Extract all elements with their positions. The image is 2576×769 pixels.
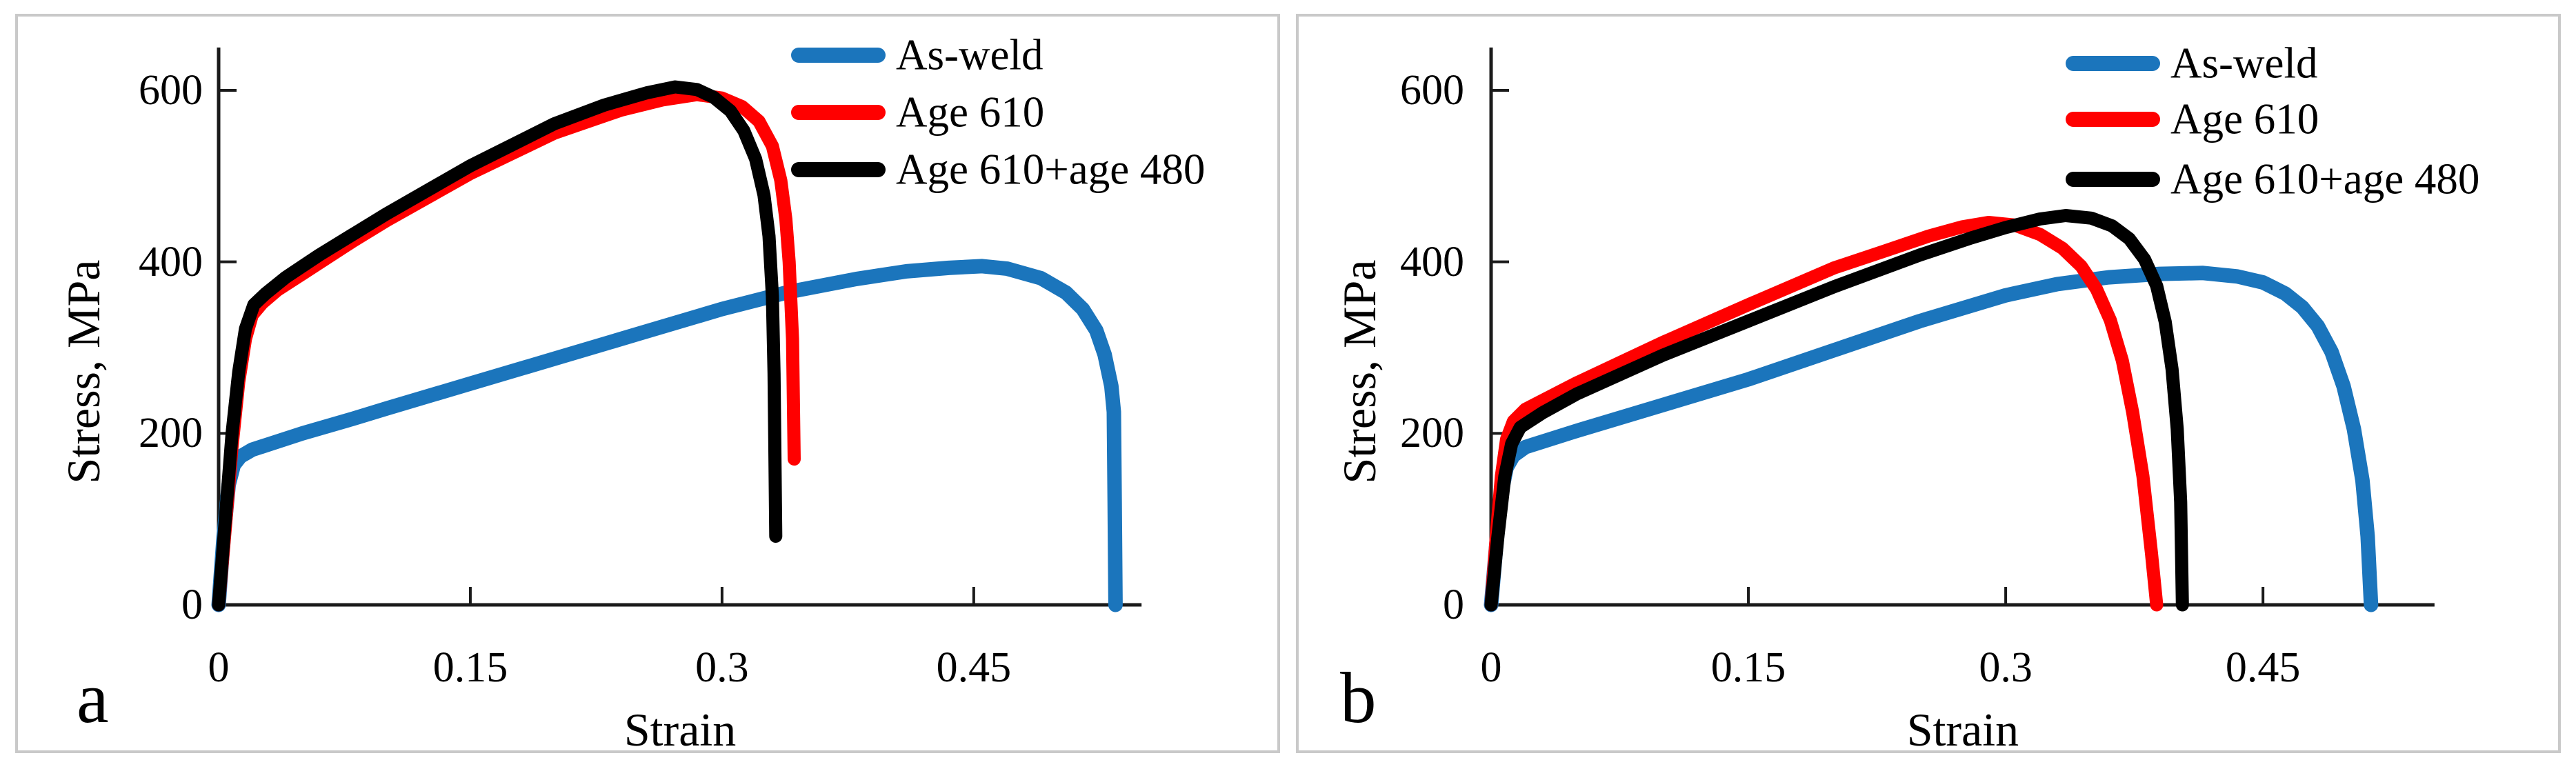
y-tick-label: 200 (139, 410, 203, 457)
panel-b: Stress, MPa Strain As-weld Age 610 Age 6… (1296, 14, 2561, 753)
y-tick-label: 0 (1443, 581, 1464, 628)
x-tick-label: 0.45 (936, 644, 1012, 691)
series-line-as-weld (1484, 266, 2379, 612)
panel-letter-a: a (77, 657, 109, 738)
legend-label-age-610-age-480: Age 610+age 480 (2170, 154, 2480, 203)
x-axis-title: Strain (1906, 703, 2019, 756)
legend-swatch-as-weld (791, 48, 886, 63)
legend-label-age-610-age-480: Age 610+age 480 (896, 145, 1206, 194)
series-line-age-610 (212, 88, 801, 612)
x-axis-title: Strain (623, 703, 737, 756)
y-tick-label: 200 (1400, 410, 1464, 457)
x-tick-label: 0.15 (1710, 644, 1786, 691)
panel-letter-b: b (1340, 657, 1377, 738)
x-tick-label: 0.15 (432, 644, 508, 691)
legend-label-age-610: Age 610 (2170, 94, 2319, 143)
legend-label-as-weld: As-weld (896, 30, 1044, 79)
y-tick-label: 600 (1400, 67, 1464, 114)
legend-swatch-age-610-age-480 (2066, 172, 2160, 187)
y-tick-label: 0 (181, 581, 203, 628)
stress-strain-chart-a (211, 47, 1142, 612)
panel-a: Stress, MPa Strain As-weld Age 610 Age 6… (15, 14, 1280, 753)
stress-strain-chart-b (1484, 47, 2435, 612)
legend-label-as-weld: As-weld (2170, 39, 2318, 88)
series-line-age-610-age-480 (1484, 209, 2189, 612)
y-tick-label: 400 (1400, 238, 1464, 286)
x-tick-label: 0.45 (2225, 644, 2301, 691)
legend-swatch-age-610 (2066, 112, 2160, 127)
legend-label-age-610: Age 610 (896, 88, 1045, 137)
legend-swatch-age-610-age-480 (791, 162, 886, 177)
legend-swatch-as-weld (2066, 56, 2160, 71)
x-tick-label: 0.3 (1979, 644, 2033, 691)
series-line-as-weld (211, 259, 1123, 612)
series-line-age-610 (1484, 216, 2164, 612)
series-line-age-610-age-480 (212, 80, 783, 612)
x-tick-label: 0.3 (695, 644, 749, 691)
legend-swatch-age-610 (791, 105, 886, 120)
x-tick-label: 0 (1480, 644, 1502, 691)
x-tick-label: 0 (208, 644, 230, 691)
y-tick-label: 600 (139, 67, 203, 114)
y-tick-label: 400 (139, 238, 203, 286)
